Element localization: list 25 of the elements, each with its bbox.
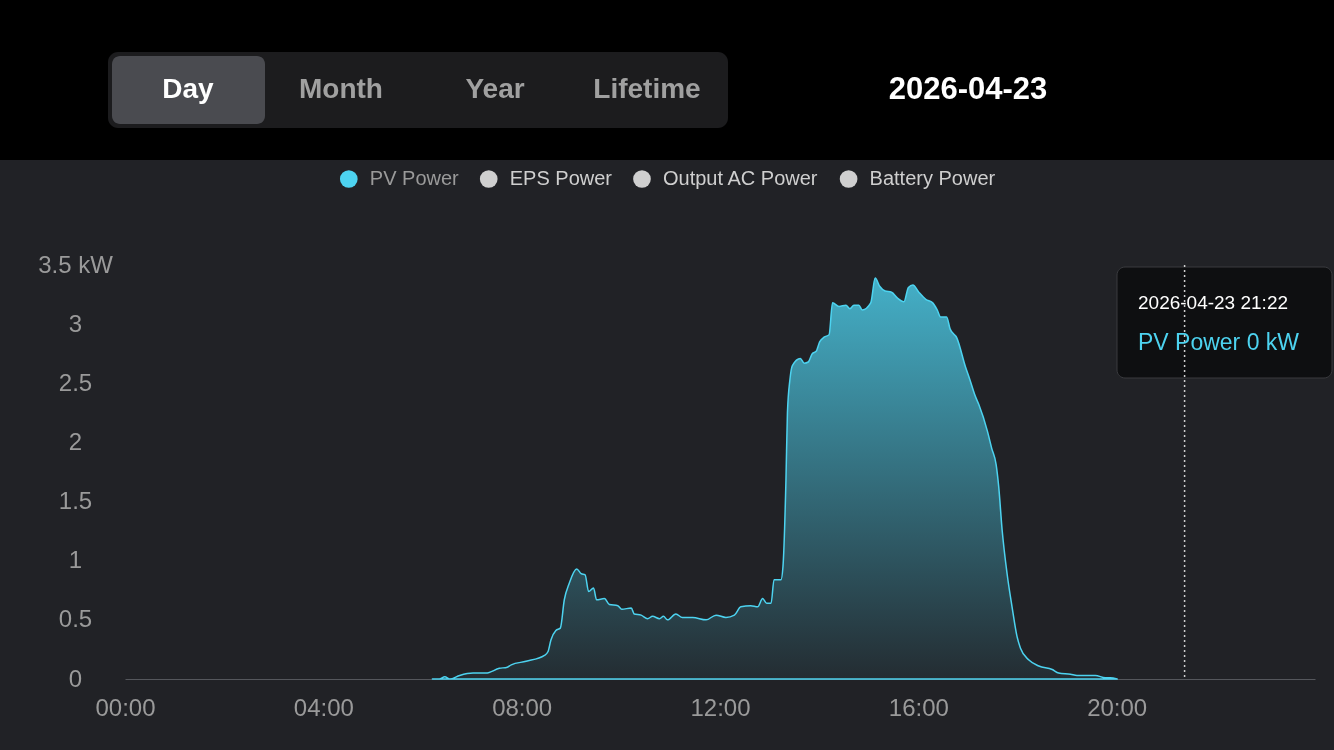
- annotation: PV Power 0 kW: [1138, 329, 1300, 355]
- legend-label: PV Power: [369, 167, 460, 189]
- x-tick-label: 08:00: [492, 693, 553, 721]
- y-tick-label: 3: [68, 309, 83, 337]
- y-tick-label: 1.5: [58, 487, 93, 515]
- y-tick-label: 2: [68, 427, 83, 455]
- x-tick-label: 12:00: [690, 693, 751, 721]
- legend-label: Battery Power: [869, 167, 996, 189]
- text: 2026-04-23: [888, 71, 1048, 106]
- x-tick-label: 00:00: [95, 693, 156, 721]
- text: Year: [465, 73, 525, 104]
- y-tick-label: 1: [68, 546, 83, 574]
- x-tick-label: 20:00: [1087, 693, 1148, 721]
- y-tick-label: 3.5 kW: [38, 250, 114, 278]
- text: Lifetime: [593, 73, 701, 104]
- legend-label: Output AC Power: [662, 167, 818, 189]
- y-tick-label: 2.5: [58, 368, 93, 396]
- annotation: 2026-04-23 21:22: [1138, 292, 1289, 313]
- y-tick-label: 0.5: [58, 605, 93, 633]
- text: Day: [162, 73, 215, 104]
- y-tick-label: 0: [68, 664, 83, 692]
- text: Month: [299, 73, 383, 104]
- x-tick-label: 16:00: [888, 693, 949, 721]
- x-tick-label: 04:00: [293, 693, 354, 721]
- legend-label: EPS Power: [509, 167, 613, 189]
